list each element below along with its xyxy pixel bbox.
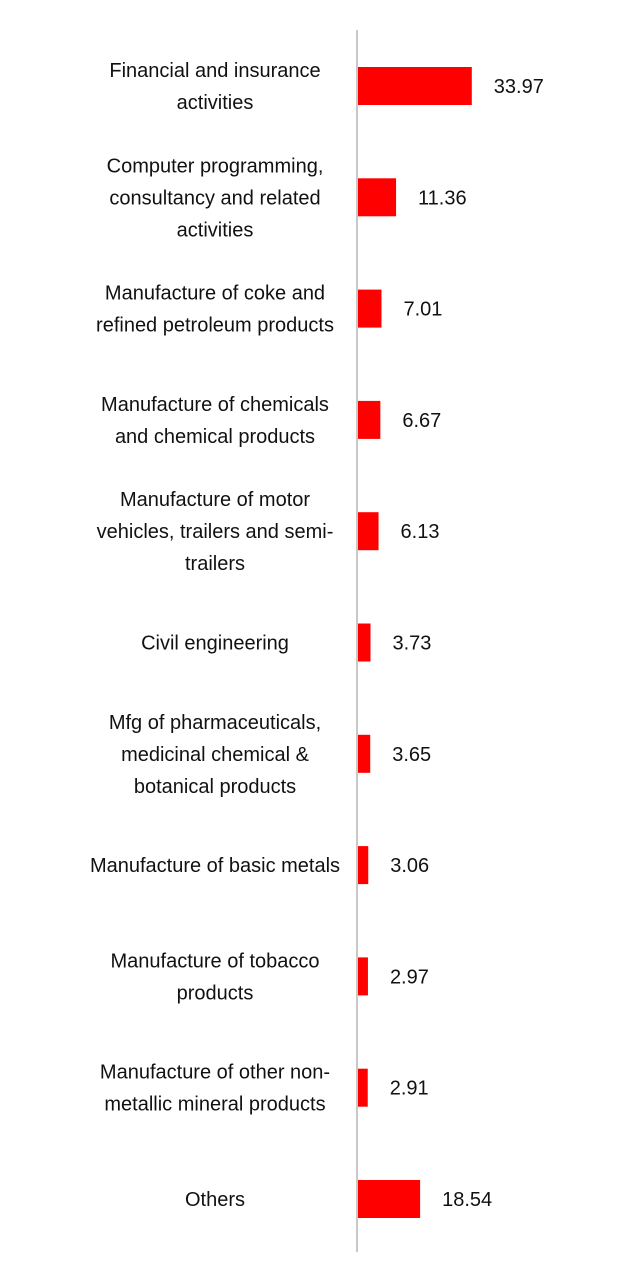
bar <box>358 400 381 439</box>
category-label: Manufacture of tobacco products <box>110 950 319 1004</box>
data-label: 11.36 <box>418 187 467 209</box>
data-label: 3.06 <box>390 855 429 877</box>
category-label: Civil engineering <box>141 633 289 655</box>
bar <box>358 846 369 885</box>
bar <box>358 67 472 105</box>
category-label-line: consultancy and related <box>109 187 320 209</box>
category-label-line: activities <box>177 219 254 241</box>
bar <box>358 512 379 551</box>
category-label-line: Computer programming, <box>107 155 324 177</box>
bar <box>358 1068 368 1107</box>
category-label-line: Manufacture of chemicals <box>101 394 329 416</box>
category-label: Manufacture of chemicals and chemical pro… <box>101 394 329 448</box>
category-label-line: and chemical products <box>115 426 315 448</box>
category-label: Manufacture of other non-metallic minera… <box>100 1062 330 1116</box>
category-label: Financial and insurance activities <box>109 60 320 114</box>
bar <box>358 1180 421 1218</box>
category-label-line: Others <box>185 1189 245 1211</box>
category-label-line: products <box>177 982 254 1004</box>
data-label: 3.65 <box>392 744 431 766</box>
category-label-line: activities <box>177 92 254 114</box>
data-label: 33.97 <box>494 76 544 98</box>
category-label: Computer programming, consultancy and rel… <box>107 155 324 241</box>
category-label-line: Manufacture of other non- <box>100 1062 330 1084</box>
category-labels-layer: Financial and insurance activitiesCompute… <box>90 60 340 1211</box>
data-label: 2.97 <box>390 966 429 988</box>
category-label-line: Manufacture of basic metals <box>90 855 340 877</box>
bar <box>358 289 382 328</box>
data-label: 18.54 <box>442 1189 492 1211</box>
value-labels-layer: 33.97 11.36 7.01 6.67 6.13 3.73 3.65 3.06 2.97 2.… <box>390 76 544 1211</box>
category-label-line: Civil engineering <box>141 633 289 655</box>
category-label-line: Manufacture of coke and <box>105 283 325 305</box>
bars-layer <box>358 67 472 1218</box>
category-label-line: metallic mineral products <box>104 1094 325 1116</box>
category-label-line: Mfg of pharmaceuticals, <box>109 712 321 734</box>
bar <box>358 623 371 662</box>
category-label: Others <box>185 1189 245 1211</box>
category-label-line: refined petroleum products <box>96 315 334 337</box>
data-label: 6.67 <box>402 410 441 432</box>
bar <box>358 957 368 996</box>
category-label-line: Financial and insurance <box>109 60 320 82</box>
category-label-line: trailers <box>185 553 245 575</box>
category-label: Mfg of pharmaceuticals, medicinal chemica… <box>109 712 321 798</box>
data-label: 6.13 <box>401 521 440 543</box>
category-label-line: vehicles, trailers and semi- <box>97 521 334 543</box>
data-label: 2.91 <box>390 1078 429 1100</box>
data-label: 3.73 <box>392 633 431 655</box>
bar <box>358 178 397 217</box>
category-label: Manufacture of coke and refined petroleum… <box>96 283 334 337</box>
category-label-line: medicinal chemical & <box>121 744 310 766</box>
data-label: 7.01 <box>403 299 442 321</box>
category-label: Manufacture of basic metals <box>90 855 340 877</box>
category-label-line: Manufacture of motor <box>120 489 310 511</box>
category-label-line: botanical products <box>134 776 296 798</box>
category-label: Manufacture of motor vehicles, trailers a… <box>97 489 334 575</box>
category-label-line: Manufacture of tobacco <box>110 950 319 972</box>
bar <box>358 734 371 773</box>
